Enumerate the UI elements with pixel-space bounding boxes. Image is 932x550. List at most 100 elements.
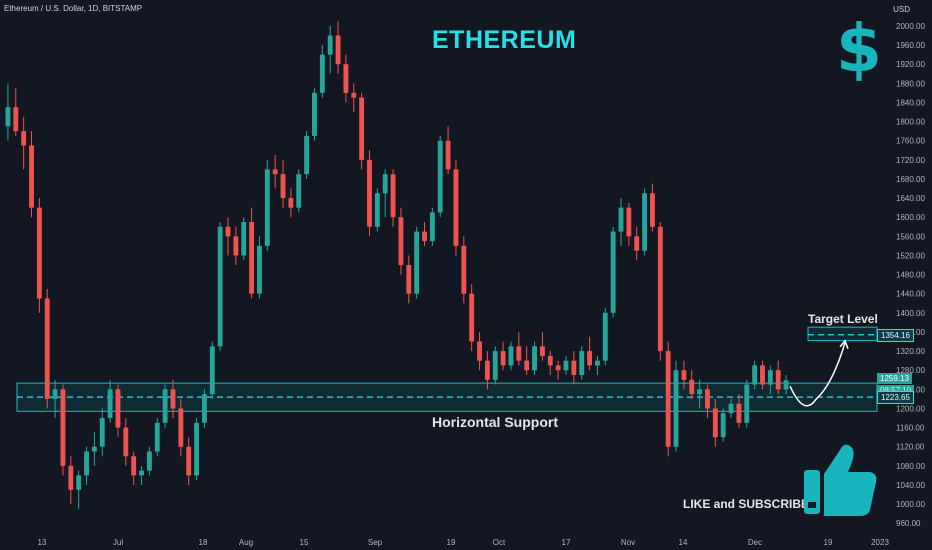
candle-body xyxy=(272,169,278,175)
candle xyxy=(422,221,427,246)
candle-body xyxy=(775,370,781,390)
symbol-label: Ethereum / U.S. Dollar, 1D, BITSTAMP xyxy=(4,4,143,13)
x-tick-label: Nov xyxy=(621,538,635,547)
candle-body xyxy=(508,346,514,366)
candle-body xyxy=(115,389,121,428)
candle-body xyxy=(579,351,585,375)
candle xyxy=(492,346,498,385)
x-tick-label: 2023 xyxy=(871,538,889,547)
candle xyxy=(139,465,144,485)
candle-body xyxy=(201,394,207,423)
candle xyxy=(201,389,207,428)
candle xyxy=(429,207,435,246)
candle xyxy=(484,351,490,390)
like-subscribe-label: LIKE and SUBSCRIBE xyxy=(683,497,810,511)
x-tick-label: Jul xyxy=(113,538,123,547)
target-zone xyxy=(807,326,878,342)
y-tick-label: 1720.00 xyxy=(896,156,925,165)
candle-body xyxy=(52,389,58,399)
candle-body xyxy=(516,346,522,361)
candle-body xyxy=(783,380,789,390)
y-tick-label: 1480.00 xyxy=(896,271,925,280)
candle-body xyxy=(29,145,34,208)
candle-body xyxy=(123,427,129,457)
candle xyxy=(146,446,152,476)
support-price-tag: 1223.65 xyxy=(877,391,914,405)
candle xyxy=(461,236,467,304)
candle xyxy=(217,221,223,352)
x-tick-label: 18 xyxy=(199,538,208,547)
candle xyxy=(162,384,168,428)
candle-body xyxy=(264,169,270,246)
x-tick-label: Aug xyxy=(239,538,253,547)
candle-body xyxy=(209,346,215,395)
candle-body xyxy=(736,403,742,423)
candle-body xyxy=(288,198,294,208)
candle-body xyxy=(602,312,608,361)
candle-body xyxy=(178,408,184,447)
candle-body xyxy=(469,293,475,342)
y-tick-label: 1560.00 xyxy=(896,232,925,241)
candle-body xyxy=(99,418,105,447)
thumbs-up-icon[interactable] xyxy=(800,440,880,522)
candle xyxy=(697,379,703,409)
candle xyxy=(13,88,19,136)
candle xyxy=(351,83,357,113)
candle-body xyxy=(280,174,286,199)
candle xyxy=(634,226,640,261)
y-tick-label: 1600.00 xyxy=(896,213,925,222)
candle-body xyxy=(367,159,372,227)
candle xyxy=(665,341,671,457)
candle-body xyxy=(477,341,482,361)
x-tick-label: Oct xyxy=(493,538,506,547)
candle xyxy=(186,437,192,485)
candle xyxy=(610,226,616,318)
candle xyxy=(225,217,231,256)
candle xyxy=(453,159,459,256)
candle xyxy=(327,25,333,74)
candle xyxy=(123,418,129,466)
y-tick-label: 1440.00 xyxy=(896,290,925,299)
candle-body xyxy=(249,221,255,294)
target-label: Target Level xyxy=(808,312,878,326)
candle-body xyxy=(587,351,593,366)
candle xyxy=(241,217,247,261)
candle-body xyxy=(697,389,703,395)
candle xyxy=(21,116,27,170)
candle xyxy=(618,198,624,246)
candle-body xyxy=(162,389,168,423)
candle-body xyxy=(91,446,97,452)
candle xyxy=(359,92,365,170)
candle-body xyxy=(705,389,710,409)
candle-body xyxy=(752,365,758,385)
x-tick-label: 17 xyxy=(562,538,571,547)
candle-body xyxy=(335,35,341,65)
candle xyxy=(296,169,302,213)
candle-body xyxy=(60,389,66,466)
candle-body xyxy=(382,174,388,194)
candle xyxy=(382,169,388,218)
candle-body xyxy=(36,207,42,299)
candle xyxy=(571,351,577,385)
candle xyxy=(107,379,113,423)
y-tick-label: 1680.00 xyxy=(896,175,925,184)
candle xyxy=(705,384,710,419)
y-tick-label: 1040.00 xyxy=(896,481,925,490)
candle xyxy=(374,188,380,232)
x-tick-label: Dec xyxy=(748,538,762,547)
candle xyxy=(469,284,475,352)
candle xyxy=(335,21,341,74)
candle xyxy=(563,355,569,375)
candle-body xyxy=(437,140,443,213)
y-tick-label: 2000.00 xyxy=(896,22,925,31)
candle-body xyxy=(689,379,695,395)
candle xyxy=(524,346,530,375)
x-tick-label: 14 xyxy=(679,538,688,547)
y-tick-label: 1640.00 xyxy=(896,194,925,203)
y-tick-label: 1800.00 xyxy=(896,118,925,127)
candle-body xyxy=(131,456,137,476)
candle xyxy=(532,341,537,375)
y-tick-label: 1920.00 xyxy=(896,60,925,69)
